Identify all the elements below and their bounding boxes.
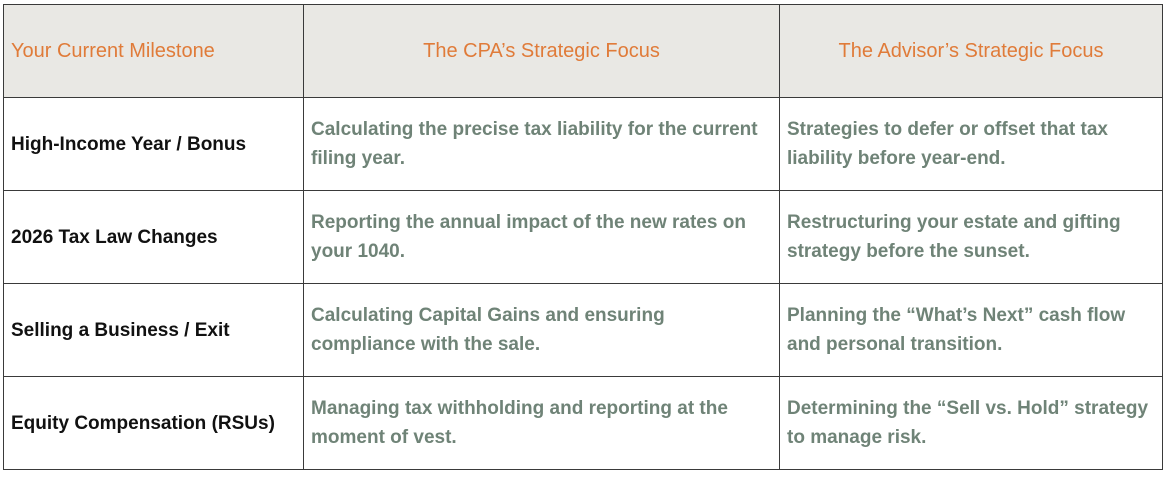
header-cell: The CPA’s Strategic Focus <box>303 4 780 98</box>
table-body: High-Income Year / Bonus Calculating the … <box>3 97 1163 470</box>
milestone-cell: 2026 Tax Law Changes <box>3 190 304 284</box>
table-row: Equity Compensation (RSUs) Managing tax w… <box>3 376 1163 470</box>
milestone-cell: High-Income Year / Bonus <box>3 97 304 191</box>
milestone-cell: Selling a Business / Exit <box>3 283 304 377</box>
table-row: High-Income Year / Bonus Calculating the … <box>3 97 1163 191</box>
table-row: 2026 Tax Law Changes Reporting the annual… <box>3 190 1163 284</box>
focus-cell: Determining the “Sell vs. Hold” strategy… <box>779 376 1163 470</box>
focus-cell: Restructuring your estate and gifting st… <box>779 190 1163 284</box>
focus-cell: Managing tax withholding and reporting a… <box>303 376 780 470</box>
header-row: Your Current Milestone The CPA’s Strategi… <box>3 4 1163 98</box>
focus-cell: Planning the “What’s Next” cash flow and… <box>779 283 1163 377</box>
focus-cell: Reporting the annual impact of the new r… <box>303 190 780 284</box>
header-cell: Your Current Milestone <box>3 4 304 98</box>
focus-cell: Calculating the precise tax liability fo… <box>303 97 780 191</box>
header-cell: The Advisor’s Strategic Focus <box>779 4 1163 98</box>
milestone-cell: Equity Compensation (RSUs) <box>3 376 304 470</box>
focus-cell: Strategies to defer or offset that tax l… <box>779 97 1163 191</box>
table-row: Selling a Business / Exit Calculating Cap… <box>3 283 1163 377</box>
focus-cell: Calculating Capital Gains and ensuring c… <box>303 283 780 377</box>
comparison-table: Your Current Milestone The CPA’s Strategi… <box>3 4 1163 470</box>
